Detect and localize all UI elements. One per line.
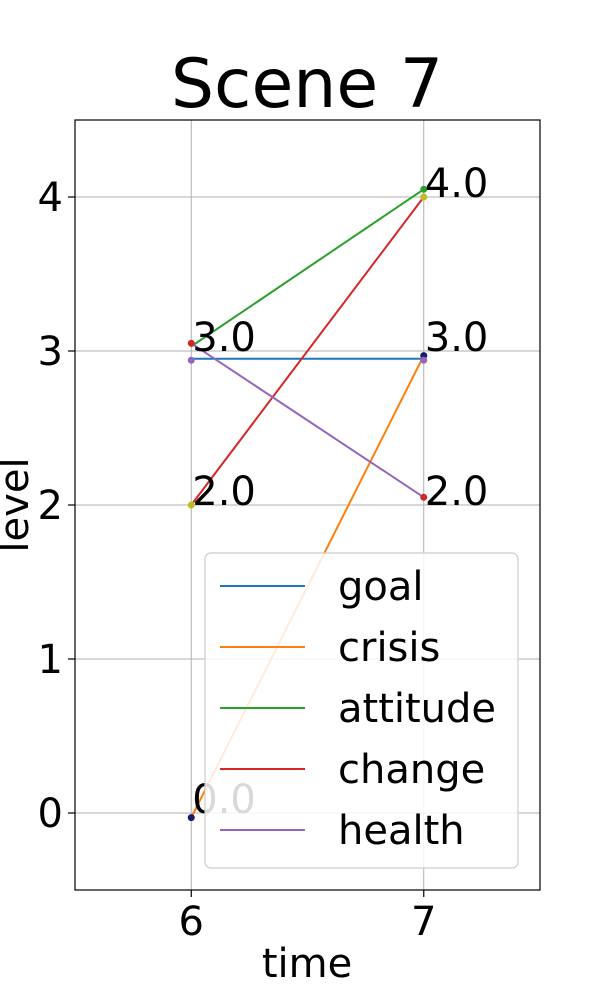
legend-items: goal crisis attitude change health (220, 564, 496, 854)
data-point (420, 185, 428, 193)
y-tick-label: 1 (38, 637, 63, 683)
legend: goal crisis attitude change health (204, 552, 519, 869)
series-line-health (190, 342, 425, 499)
y-tick-label: 2 (38, 483, 63, 529)
x-tick-label: 7 (411, 899, 436, 945)
data-labels: 3.02.00.04.03.02.0 (192, 161, 488, 823)
data-point (420, 193, 428, 201)
legend-label-attitude: attitude (338, 686, 496, 732)
y-axis-label: level (0, 457, 38, 552)
legend-label-health: health (338, 808, 465, 854)
ticks: 6 7 0 1 2 3 4 (38, 175, 437, 945)
legend-label-crisis: crisis (338, 625, 440, 671)
legend-label-change: change (338, 747, 485, 793)
markers (187, 185, 428, 822)
y-tick-label: 4 (38, 175, 63, 221)
data-point (187, 356, 195, 364)
data-label: 2.0 (192, 469, 256, 515)
data-label: 3.0 (425, 315, 489, 361)
legend-label-goal: goal (338, 564, 424, 610)
chart-title: Scene 7 (171, 45, 443, 124)
data-point (187, 339, 195, 347)
x-tick-label: 6 (179, 899, 204, 945)
y-tick-label: 3 (38, 329, 63, 375)
data-label: 3.0 (192, 315, 256, 361)
data-label: 2.0 (425, 469, 489, 515)
legend-box (204, 552, 519, 869)
y-tick-label: 0 (38, 791, 63, 837)
series-line-attitude (190, 188, 425, 348)
data-point (187, 814, 195, 822)
data-point (420, 493, 428, 501)
x-axis-label: time (262, 941, 352, 987)
series-line-change (190, 196, 425, 506)
data-point (187, 501, 195, 509)
data-point (420, 356, 428, 364)
data-label: 4.0 (425, 161, 489, 207)
